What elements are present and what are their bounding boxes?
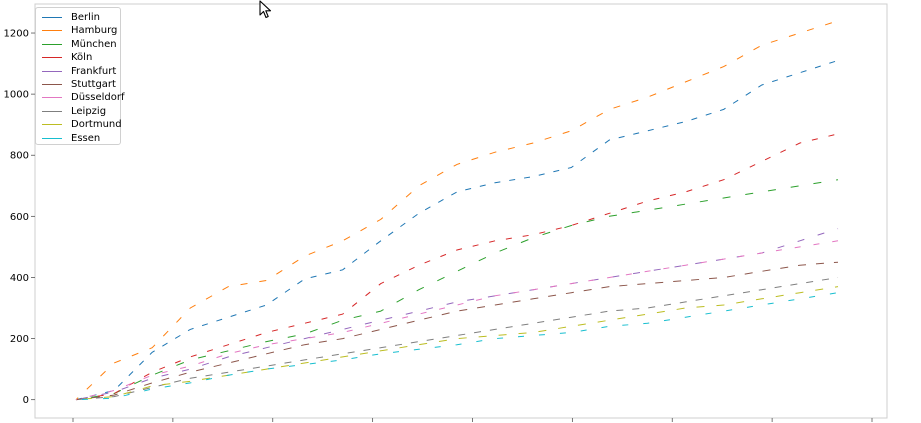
legend-item: Essen — [42, 132, 100, 145]
legend-swatch — [42, 137, 62, 139]
y-tick-label: 400 — [10, 273, 29, 284]
x-axis — [72, 418, 873, 422]
legend-item: Leipzig — [42, 105, 106, 118]
legend-item: Berlin — [42, 11, 100, 24]
y-tick-label: 1200 — [4, 29, 29, 40]
legend-swatch — [42, 97, 62, 99]
legend-item: Frankfurt — [42, 65, 116, 78]
legend-label: München — [71, 38, 117, 50]
legend-label: Köln — [71, 52, 93, 64]
series-line-9 — [75, 286, 839, 401]
legend-item: Köln — [42, 51, 92, 64]
series-line-8 — [75, 277, 839, 401]
legend-item: Hamburg — [42, 24, 117, 37]
legend-label: Hamburg — [71, 25, 118, 37]
plot-frame — [34, 3, 888, 419]
series-line-1 — [75, 60, 839, 401]
legend-swatch — [42, 70, 62, 72]
series-line-2 — [75, 20, 839, 401]
legend: Berlin Hamburg München Köln Frankfurt Stuttga… — [35, 7, 125, 145]
series-line-7 — [75, 240, 839, 401]
legend-swatch — [42, 84, 62, 85]
legend-label: Essen — [71, 132, 101, 144]
y-tick-label: 800 — [10, 151, 29, 162]
series-layer — [75, 20, 839, 401]
series-line-3 — [75, 179, 839, 401]
series-line-5 — [75, 228, 839, 401]
legend-swatch — [42, 124, 62, 126]
legend-label: Frankfurt — [71, 65, 117, 77]
legend-label: Berlin — [71, 12, 101, 23]
series-line-4 — [75, 133, 839, 401]
legend-swatch — [42, 43, 62, 45]
legend-swatch — [42, 57, 62, 59]
legend-item: Dortmund — [42, 118, 122, 131]
legend-swatch — [42, 30, 62, 32]
series-line-10 — [75, 292, 839, 401]
series-line-6 — [75, 261, 839, 401]
legend-label: Düsseldorf — [71, 92, 125, 104]
legend-item: Düsseldorf — [42, 91, 125, 104]
legend-swatch — [42, 110, 62, 112]
y-tick-label: 200 — [10, 334, 29, 345]
y-axis: 0 200 400 600 800 1000 1200 — [4, 29, 35, 406]
legend-item: Stuttgart — [42, 78, 116, 91]
mouse-cursor-icon — [259, 0, 272, 19]
y-tick-label: 0 — [23, 395, 29, 406]
legend-item: München — [42, 38, 117, 51]
y-tick-label: 600 — [10, 212, 29, 223]
legend-label: Dortmund — [71, 119, 122, 131]
legend-swatch — [42, 17, 62, 18]
legend-label: Stuttgart — [71, 79, 116, 90]
y-tick-label: 1000 — [4, 90, 29, 101]
plot-area-border — [34, 3, 888, 419]
legend-label: Leipzig — [71, 105, 107, 117]
